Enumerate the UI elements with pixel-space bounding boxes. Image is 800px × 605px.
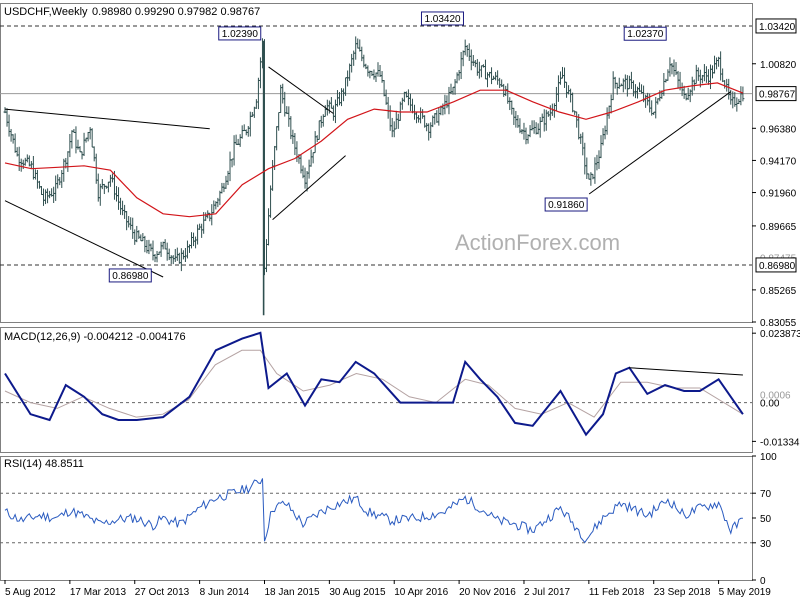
rsi-y-tick-label: 70 — [760, 489, 772, 500]
level-label: 0.86980 — [759, 261, 796, 272]
rsi-y-tick-label: 50 — [760, 514, 772, 525]
x-tick-label: 2 Jul 2017 — [524, 587, 571, 598]
x-tick-label: 5 Aug 2012 — [5, 587, 56, 598]
x-tick-label: 17 Mar 2013 — [70, 587, 127, 598]
x-tick-label: 30 Aug 2015 — [329, 587, 386, 598]
price-y-tick-label: 0.89665 — [760, 222, 797, 233]
price-title: USDCHF,Weekly — [4, 6, 88, 18]
rsi-title: RSI(14) 48.8511 — [4, 458, 84, 470]
level-label: 1.03420 — [759, 22, 796, 33]
rsi-y-tick-label: 0 — [760, 576, 766, 587]
price-y-tick-label: 0.96380 — [760, 124, 797, 135]
x-tick-label: 8 Jun 2014 — [200, 587, 250, 598]
price-y-tick-label: 0.85265 — [760, 286, 797, 297]
x-tick-label: 10 Apr 2016 — [394, 587, 448, 598]
macd-title: MACD(12,26,9) -0.004212 -0.004176 — [4, 331, 186, 343]
rsi-y-tick-label: 100 — [760, 452, 777, 463]
watermark: ActionForex.com — [455, 230, 620, 255]
x-tick-label: 11 Feb 2018 — [589, 587, 645, 598]
level-label: 0.98767 — [759, 90, 796, 101]
x-tick-label: 23 Sep 2018 — [654, 587, 711, 598]
x-tick-label: 5 May 2019 — [719, 587, 772, 598]
macd-y-tick-label: -0.013346 — [760, 437, 800, 448]
ohlc-header: 0.98980 0.99290 0.97982 0.98767 — [92, 6, 260, 18]
annotation-label: 0.86980 — [112, 271, 149, 282]
x-tick-label: 20 Nov 2016 — [459, 587, 516, 598]
x-tick-label: 27 Oct 2013 — [135, 587, 190, 598]
rsi-y-tick-label: 30 — [760, 539, 772, 550]
price-y-tick-label: 0.83055 — [760, 318, 797, 329]
price-y-tick-label: 0.91960 — [760, 189, 797, 200]
macd-y-tick-label: 0.023873 — [760, 329, 800, 340]
annotation-label: 1.02390 — [222, 29, 259, 40]
annotation-label: 0.91860 — [548, 200, 585, 211]
x-tick-label: 18 Jan 2015 — [264, 587, 319, 598]
annotation-label: 1.02370 — [627, 29, 664, 40]
price-y-tick-label: 1.00820 — [760, 60, 797, 71]
price-y-tick-label: 0.94170 — [760, 156, 797, 167]
annotation-label: 1.03420 — [424, 14, 461, 25]
macd-zero-label: 0.00 — [760, 399, 780, 410]
